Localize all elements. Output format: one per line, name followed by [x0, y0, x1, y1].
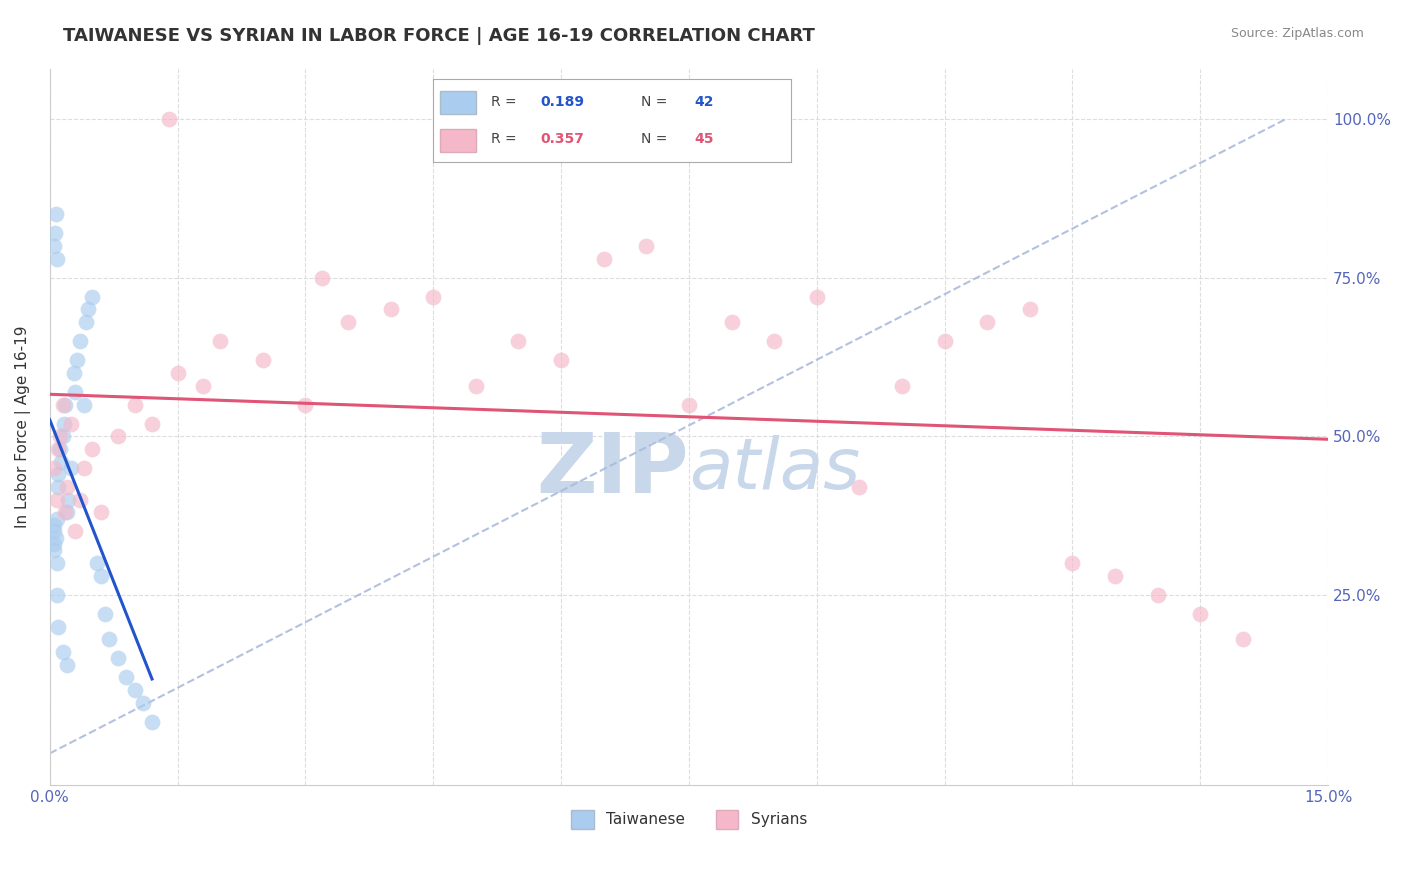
Point — [1104, 569, 1126, 583]
Point — [42, 239, 65, 253]
Point — [848, 480, 870, 494]
Point — [311, 270, 333, 285]
Point — [51, 645, 73, 659]
Point — [49, 442, 72, 456]
Point — [294, 398, 316, 412]
Point — [337, 315, 360, 329]
Point — [49, 429, 72, 443]
Point — [763, 334, 786, 349]
Point — [60, 461, 83, 475]
Point — [46, 619, 69, 633]
Point — [508, 334, 530, 349]
Point — [1232, 632, 1254, 647]
Point — [806, 290, 828, 304]
Point — [42, 461, 65, 475]
Point — [86, 556, 108, 570]
Point — [65, 524, 87, 539]
Point — [90, 505, 112, 519]
Point — [69, 334, 91, 349]
Point — [62, 366, 84, 380]
Point — [464, 378, 486, 392]
Point — [252, 353, 274, 368]
Point — [82, 290, 104, 304]
Point — [56, 657, 79, 672]
Point — [42, 537, 65, 551]
Point — [157, 112, 180, 127]
Point — [124, 683, 146, 698]
Point — [49, 455, 72, 469]
Point — [422, 290, 444, 304]
Point — [46, 588, 69, 602]
Point — [58, 492, 80, 507]
Point — [56, 480, 79, 494]
Point — [66, 353, 89, 368]
Point — [53, 505, 76, 519]
Point — [976, 315, 998, 329]
Point — [191, 378, 214, 392]
Point — [51, 398, 73, 412]
Point — [53, 398, 76, 412]
Point — [45, 492, 67, 507]
Point — [166, 366, 188, 380]
Point — [636, 239, 658, 253]
Point — [891, 378, 914, 392]
Point — [53, 417, 76, 431]
Point — [77, 302, 100, 317]
Text: ZIP: ZIP — [537, 429, 689, 510]
Point — [934, 334, 956, 349]
Point — [51, 429, 73, 443]
Point — [550, 353, 572, 368]
Point — [592, 252, 614, 266]
Point — [42, 543, 65, 558]
Point — [94, 607, 117, 621]
Point — [73, 461, 96, 475]
Text: Source: ZipAtlas.com: Source: ZipAtlas.com — [1230, 27, 1364, 40]
Text: atlas: atlas — [689, 435, 860, 504]
Point — [45, 207, 67, 221]
Point — [42, 524, 65, 539]
Point — [46, 480, 69, 494]
Point — [141, 417, 163, 431]
Point — [60, 417, 83, 431]
Point — [42, 518, 65, 533]
Point — [1062, 556, 1084, 570]
Point — [45, 252, 67, 266]
Point — [115, 670, 138, 684]
Point — [124, 398, 146, 412]
Point — [44, 227, 66, 241]
Point — [107, 429, 129, 443]
Point — [69, 492, 91, 507]
Point — [90, 569, 112, 583]
Point — [1189, 607, 1212, 621]
Point — [107, 651, 129, 665]
Point — [1018, 302, 1040, 317]
Point — [45, 512, 67, 526]
Point — [73, 398, 96, 412]
Point — [75, 315, 97, 329]
Point — [45, 531, 67, 545]
Point — [56, 505, 79, 519]
Point — [1146, 588, 1168, 602]
Point — [46, 442, 69, 456]
Point — [141, 714, 163, 729]
Point — [45, 556, 67, 570]
Legend: Taiwanese, Syrians: Taiwanese, Syrians — [565, 804, 813, 835]
Point — [720, 315, 742, 329]
Y-axis label: In Labor Force | Age 16-19: In Labor Force | Age 16-19 — [15, 326, 31, 528]
Point — [678, 398, 700, 412]
Text: TAIWANESE VS SYRIAN IN LABOR FORCE | AGE 16-19 CORRELATION CHART: TAIWANESE VS SYRIAN IN LABOR FORCE | AGE… — [63, 27, 815, 45]
Point — [98, 632, 121, 647]
Point — [209, 334, 232, 349]
Point — [46, 467, 69, 482]
Point — [65, 384, 87, 399]
Point — [82, 442, 104, 456]
Point — [132, 696, 155, 710]
Point — [380, 302, 402, 317]
